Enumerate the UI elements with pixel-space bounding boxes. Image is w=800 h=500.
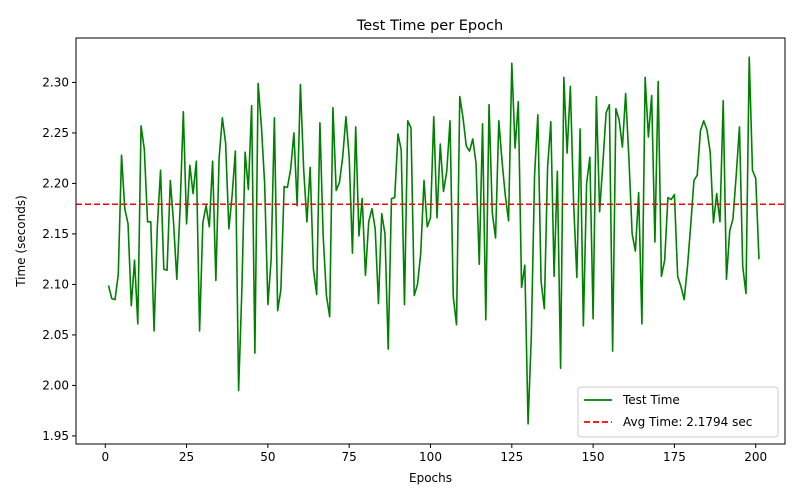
legend: Test Time Avg Time: 2.1794 sec: [578, 387, 778, 437]
y-tick-label: 2.10: [42, 277, 69, 291]
legend-label-avg-time: Avg Time: 2.1794 sec: [623, 415, 752, 429]
y-tick-label: 2.25: [42, 126, 69, 140]
legend-label-test-time: Test Time: [622, 393, 680, 407]
x-tick-label: 25: [179, 450, 194, 464]
y-tick-label: 1.95: [42, 429, 69, 443]
x-tick-label: 125: [500, 450, 523, 464]
x-tick-label: 100: [419, 450, 442, 464]
x-tick-label: 150: [582, 450, 605, 464]
y-tick-label: 2.00: [42, 378, 69, 392]
plot-area: [76, 38, 785, 444]
x-tick-label: 50: [260, 450, 275, 464]
x-axis-label: Epochs: [409, 471, 452, 485]
y-tick-label: 2.30: [42, 75, 69, 89]
x-tick-label: 175: [663, 450, 686, 464]
x-tick-label: 0: [101, 450, 109, 464]
x-tick-label: 200: [744, 450, 767, 464]
y-tick-label: 2.15: [42, 227, 69, 241]
y-axis-label: Time (seconds): [14, 195, 28, 288]
y-tick-label: 2.05: [42, 328, 69, 342]
chart-title: Test Time per Epoch: [356, 18, 503, 34]
x-tick-label: 75: [342, 450, 357, 464]
y-tick-label: 2.20: [42, 176, 69, 190]
